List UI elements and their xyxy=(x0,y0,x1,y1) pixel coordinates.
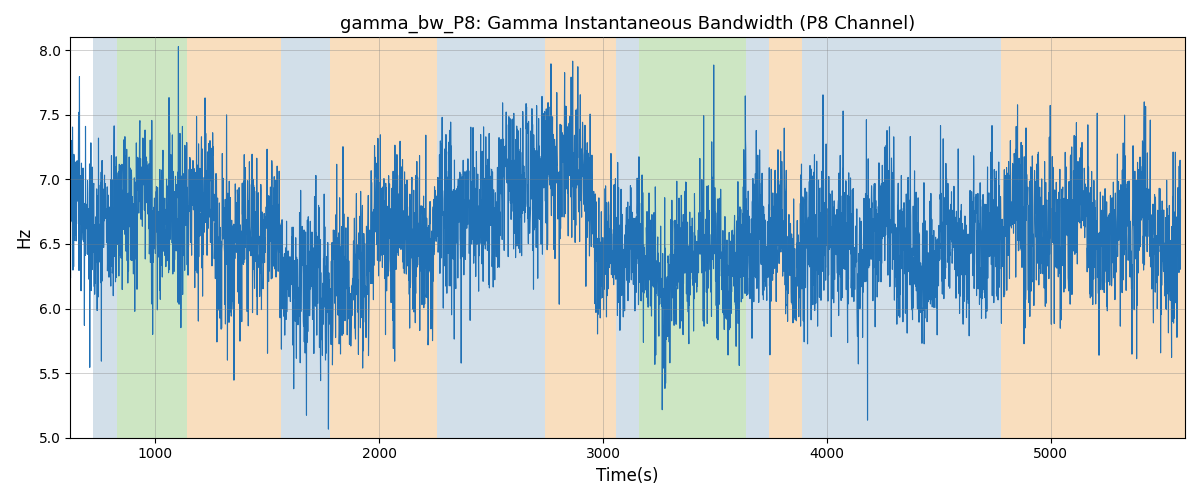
Bar xyxy=(617,38,638,438)
Bar xyxy=(746,38,769,438)
Bar xyxy=(803,38,1002,438)
Bar xyxy=(187,38,281,438)
Bar xyxy=(437,38,545,438)
X-axis label: Time(s): Time(s) xyxy=(596,467,659,485)
Bar xyxy=(330,38,437,438)
Title: gamma_bw_P8: Gamma Instantaneous Bandwidth (P8 Channel): gamma_bw_P8: Gamma Instantaneous Bandwid… xyxy=(340,15,916,34)
Bar xyxy=(545,38,617,438)
Bar xyxy=(281,38,330,438)
Bar xyxy=(92,38,118,438)
Bar xyxy=(769,38,803,438)
Bar xyxy=(1002,38,1184,438)
Bar xyxy=(638,38,746,438)
Bar xyxy=(118,38,187,438)
Y-axis label: Hz: Hz xyxy=(16,227,34,248)
